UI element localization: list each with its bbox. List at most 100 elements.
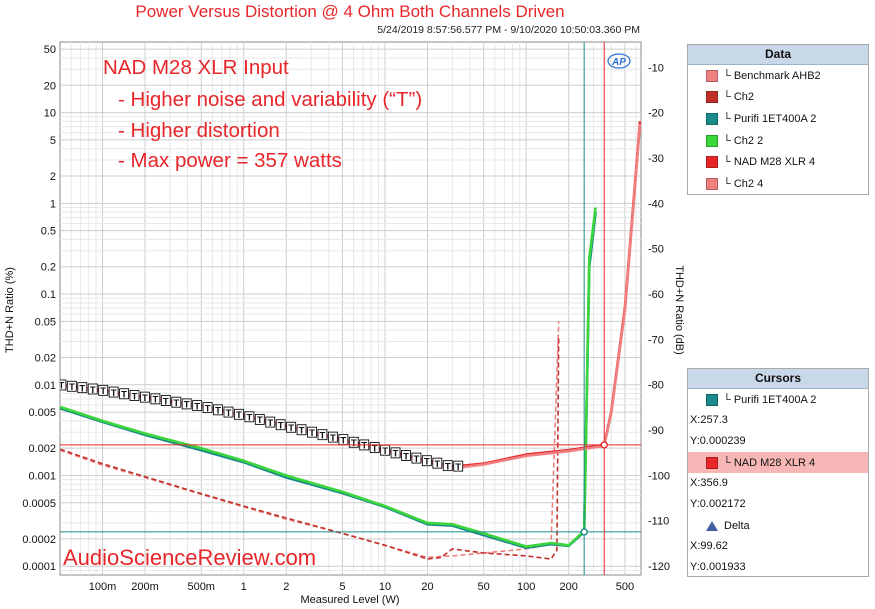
svg-text:T: T (309, 428, 315, 439)
t-marker: T (348, 436, 359, 449)
annotation-heading: NAD M28 XLR Input (103, 56, 289, 79)
y-tick-label-left: 5 (50, 135, 56, 147)
t-marker: T (453, 460, 464, 473)
t-marker: T (202, 402, 213, 414)
svg-text:T: T (236, 410, 242, 421)
legend-item[interactable]: └ Purifi 1ET400A 2 (688, 108, 868, 130)
cursor-2-label-row[interactable]: └ NAD M28 XLR 4 (688, 452, 868, 473)
svg-text:T: T (69, 382, 75, 393)
cursor-layer (60, 42, 641, 575)
y-tick-label-left: 1 (50, 198, 56, 210)
y-tick-label-left: 0.02 (35, 352, 56, 364)
t-marker: T (369, 442, 380, 454)
y-axis-label-right: THD+N Ratio (dB) (673, 265, 685, 355)
legend-item[interactable]: └ Benchmark AHB2 (688, 65, 868, 87)
t-marker: T (66, 380, 77, 393)
svg-text:T: T (163, 396, 169, 407)
t-marker: T (296, 424, 307, 437)
svg-text:T: T (351, 438, 357, 449)
x-tick-label: 2 (283, 581, 289, 593)
x-tick-label: 100 (517, 581, 535, 593)
ap-logo: AP (607, 53, 631, 69)
x-tick-label: 500m (187, 581, 215, 593)
legend-item[interactable]: └ Ch2 (688, 87, 868, 109)
svg-text:T: T (121, 390, 127, 401)
y-tick-label-left: 0.005 (28, 407, 56, 419)
y-tick-label-right: -120 (648, 561, 670, 573)
t-marker: T (150, 393, 161, 406)
cursor-1-label: └ Purifi 1ET400A 2 (723, 393, 817, 406)
t-marker: T (254, 413, 265, 426)
y-tick-label-left: 2 (50, 171, 56, 183)
svg-text:T: T (455, 462, 461, 473)
legend-label: └ Purifi 1ET400A 2 (723, 112, 817, 125)
svg-text:T: T (215, 406, 221, 417)
svg-text:T: T (142, 393, 148, 404)
legend-swatch (706, 91, 718, 104)
t-marker: T (181, 398, 192, 411)
svg-text:T: T (100, 386, 106, 397)
cursor-point[interactable] (600, 441, 608, 449)
legend-label: └ Ch2 4 (723, 177, 764, 190)
cursor-1-x: X:257.3 (690, 414, 728, 426)
svg-text:T: T (194, 401, 200, 412)
legend-label: └ Ch2 (723, 91, 755, 104)
chart-title: Power Versus Distortion @ 4 Ohm Both Cha… (135, 2, 565, 21)
svg-text:T: T (132, 391, 138, 402)
t-marker: T (60, 379, 67, 392)
svg-text:T: T (393, 449, 399, 460)
x-tick-label: 100m (89, 581, 117, 593)
cursor-point[interactable] (580, 528, 588, 536)
t-marker: T (192, 400, 203, 412)
t-marker: T (401, 450, 411, 462)
y-tick-label-left: 0.0001 (22, 561, 56, 573)
t-marker: T (129, 390, 140, 402)
svg-text:T: T (90, 385, 96, 396)
svg-text:T: T (278, 421, 284, 432)
series-line (60, 335, 560, 560)
legend-swatch (706, 69, 718, 82)
y-tick-label-right: -50 (648, 244, 664, 256)
series-line (60, 207, 597, 548)
svg-text:T: T (111, 388, 117, 399)
delta-label: Delta (724, 519, 750, 532)
annotation-max-power: - Max power = 357 watts (118, 149, 342, 172)
y-tick-label-left: 0.0002 (22, 534, 56, 546)
svg-text:T: T (445, 461, 451, 472)
y-axis-label-left: THD+N Ratio (%) (4, 267, 16, 353)
t-marker: T (265, 416, 276, 429)
y-tick-label-right: -110 (648, 516, 669, 528)
delta-label-row[interactable]: Delta (688, 515, 868, 536)
y-tick-label-right: -90 (648, 425, 664, 437)
x-axis-label: Measured Level (W) (300, 594, 399, 606)
t-marker: T (390, 447, 401, 460)
legend-item[interactable]: └ Ch2 4 (688, 173, 868, 195)
t-marker: T (244, 411, 255, 424)
cursors-panel: Cursors └ Purifi 1ET400A 2 X:257.3 Y:0.0… (687, 368, 869, 577)
t-marker: T (286, 421, 297, 434)
legend-rows: └ Benchmark AHB2 └ Ch2 └ Purifi 1ET400A 2 └… (688, 65, 868, 195)
legend-label: └ Ch2 2 (723, 134, 764, 147)
delta-x: X:99.62 (690, 540, 728, 552)
delta-icon (706, 520, 718, 531)
x-tick-label: 5 (339, 581, 345, 593)
grid (60, 42, 641, 575)
legend-item[interactable]: └ Ch2 2 (688, 130, 868, 152)
y-tick-label-right: -40 (648, 198, 664, 210)
y-tick-label-left: 0.2 (41, 262, 56, 274)
x-tick-label: 200m (131, 581, 159, 593)
y-tick-label-left: 0.0005 (22, 498, 56, 510)
x-tick-label: 50 (478, 581, 490, 593)
t-marker: T (171, 396, 182, 409)
cursor-1-swatch (706, 393, 718, 406)
svg-text:T: T (152, 395, 158, 406)
svg-text:T: T (424, 456, 430, 467)
svg-text:T: T (382, 446, 388, 457)
legend-title: Data (688, 45, 868, 65)
svg-text:T: T (205, 403, 211, 414)
y-tick-label-left: 10 (44, 108, 56, 120)
legend-item[interactable]: └ NAD M28 XLR 4 (688, 151, 868, 173)
cursor-1-label-row[interactable]: └ Purifi 1ET400A 2 (688, 389, 868, 410)
legend-panel: Data └ Benchmark AHB2 └ Ch2 └ Purifi 1ET40… (687, 44, 869, 195)
